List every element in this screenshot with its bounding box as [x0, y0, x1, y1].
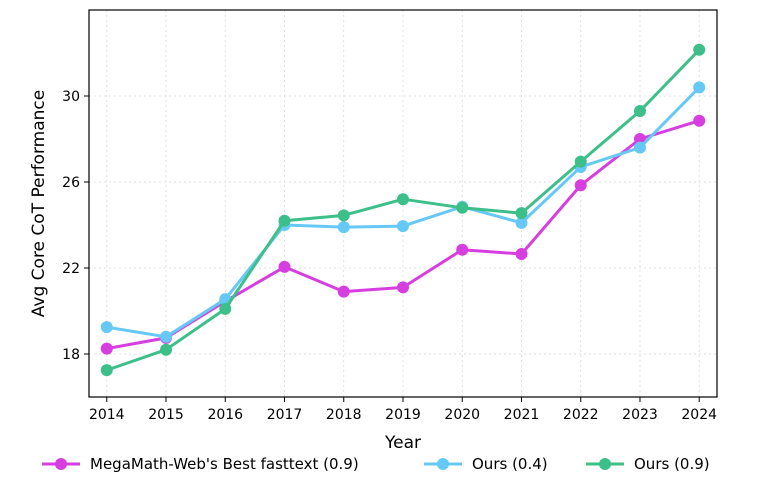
data-point [397, 281, 409, 294]
x-tick-label: 2023 [622, 407, 658, 423]
data-point [160, 343, 173, 356]
legend-label: Ours (0.4) [472, 455, 548, 473]
data-point [160, 330, 173, 343]
data-point [693, 43, 706, 56]
legend-entry: Ours (0.4) [424, 455, 548, 473]
data-point [515, 207, 528, 220]
legend-marker [599, 458, 611, 470]
data-point [574, 155, 587, 168]
legend-label: Ours (0.9) [634, 455, 710, 473]
data-point [693, 114, 706, 127]
data-point [633, 105, 646, 118]
data-point [337, 209, 350, 222]
x-tick-label: 2022 [563, 407, 599, 423]
series-line [105, 48, 701, 372]
data-point [515, 216, 528, 229]
data-point [397, 193, 409, 206]
legend-entry: MegaMath-Web's Best fasttext (0.9) [42, 455, 359, 473]
data-point [515, 248, 528, 261]
x-tick-label: 2015 [148, 407, 184, 423]
data-point [100, 321, 113, 334]
legend-entry: Ours (0.9) [586, 455, 710, 473]
x-tick-label: 2016 [207, 407, 243, 423]
legend: MegaMath-Web's Best fasttext (0.9) Ours (… [42, 455, 710, 473]
x-tick-label: 2020 [444, 407, 480, 423]
data-point [278, 214, 291, 227]
x-axis-ticks: 2014 2015 2016 2017 2018 2019 2020 2021 2022 2023… [89, 397, 717, 423]
x-tick-label: 2014 [89, 407, 125, 423]
data-point [456, 243, 469, 256]
x-tick-label: 2018 [326, 407, 362, 423]
legend-marker [437, 458, 449, 470]
data-point [337, 221, 350, 234]
data-point [278, 260, 291, 273]
y-axis-ticks: 18 22 26 30 [62, 89, 89, 363]
x-tick-label: 2017 [267, 407, 303, 423]
legend-label: MegaMath-Web's Best fasttext (0.9) [90, 455, 359, 473]
data-point [633, 133, 646, 145]
x-tick-label: 2024 [681, 407, 717, 423]
legend-marker [55, 458, 67, 470]
data-point [100, 342, 113, 355]
y-tick-label: 30 [62, 89, 80, 105]
data-point [397, 220, 409, 233]
series-group [100, 43, 706, 377]
series-line [105, 85, 701, 339]
data-point [633, 141, 646, 154]
data-point [456, 201, 469, 214]
series-line [105, 119, 701, 351]
data-point [693, 81, 706, 94]
y-tick-label: 22 [62, 261, 80, 277]
x-tick-label: 2021 [504, 407, 540, 423]
data-point [574, 179, 587, 192]
series-2 [100, 43, 706, 377]
data-point [337, 285, 350, 298]
x-tick-label: 2019 [385, 407, 421, 423]
y-tick-label: 26 [62, 175, 80, 191]
y-tick-label: 18 [62, 347, 80, 363]
x-axis-label: Year [384, 433, 421, 453]
data-point [100, 364, 113, 377]
y-axis-label: Avg Core CoT Performance [29, 90, 49, 317]
data-point [219, 302, 232, 315]
